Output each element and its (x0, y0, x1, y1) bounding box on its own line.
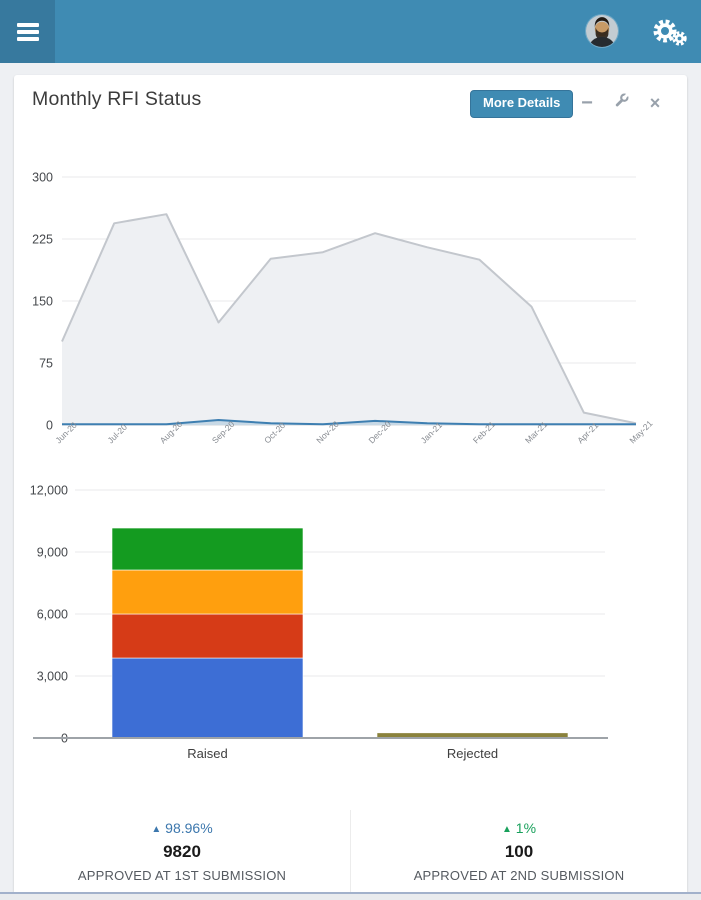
widget-settings-button[interactable] (611, 92, 633, 114)
svg-text:Raised: Raised (187, 746, 227, 761)
close-icon: × (649, 93, 661, 113)
svg-text:75: 75 (39, 357, 53, 371)
stat-percent-change: ▲ 1% (351, 819, 687, 839)
svg-text:150: 150 (32, 295, 53, 309)
settings-button[interactable] (648, 16, 690, 48)
up-triangle-icon: ▲ (501, 824, 512, 835)
stat-percent-change: ▲ 98.96% (14, 819, 350, 839)
minimize-icon: − (581, 92, 593, 114)
stat-label: APPROVED AT 2ND SUBMISSION (413, 868, 625, 883)
page-title: Monthly RFI Status (32, 88, 202, 110)
svg-text:300: 300 (32, 171, 53, 185)
cogs-icon (653, 19, 687, 46)
stat-approved-2nd-submission: ▲ 1% 100 APPROVED AT 2ND SUBMISSION (351, 810, 687, 892)
topbar (0, 0, 701, 63)
bottom-divider (0, 892, 701, 894)
stat-value: 9820 (163, 842, 201, 861)
more-details-button[interactable]: More Details (470, 90, 574, 118)
svg-text:6,000: 6,000 (37, 608, 68, 622)
stat-percent-value: 98.96% (165, 820, 213, 836)
svg-text:9,000: 9,000 (37, 546, 68, 560)
wrench-icon (615, 92, 630, 107)
user-avatar (586, 15, 618, 47)
close-button[interactable]: × (644, 92, 666, 114)
monthly-rfi-status-card: Monthly RFI Status More Details − × 0 75 1… (14, 75, 687, 892)
page-bottom-strip (0, 894, 701, 900)
summary-stats-row: ▲ 98.96% 9820 APPROVED AT 1ST SUBMISSION… (14, 810, 687, 892)
sidebar-toggle-button[interactable] (0, 0, 55, 63)
svg-text:3,000: 3,000 (37, 670, 68, 684)
stat-value: 100 (504, 842, 534, 861)
svg-text:0: 0 (46, 419, 53, 433)
svg-text:Rejected: Rejected (447, 746, 498, 761)
stat-label: APPROVED AT 1ST SUBMISSION (77, 868, 287, 883)
stat-approved-1st-submission: ▲ 98.96% 9820 APPROVED AT 1ST SUBMISSION (14, 810, 351, 892)
up-triangle-icon: ▲ (151, 824, 162, 835)
svg-text:12,000: 12,000 (30, 484, 68, 498)
svg-text:225: 225 (32, 233, 53, 247)
stat-percent-value: 1% (515, 820, 537, 836)
user-menu-button[interactable] (586, 15, 618, 47)
minimize-button[interactable]: − (576, 92, 598, 114)
